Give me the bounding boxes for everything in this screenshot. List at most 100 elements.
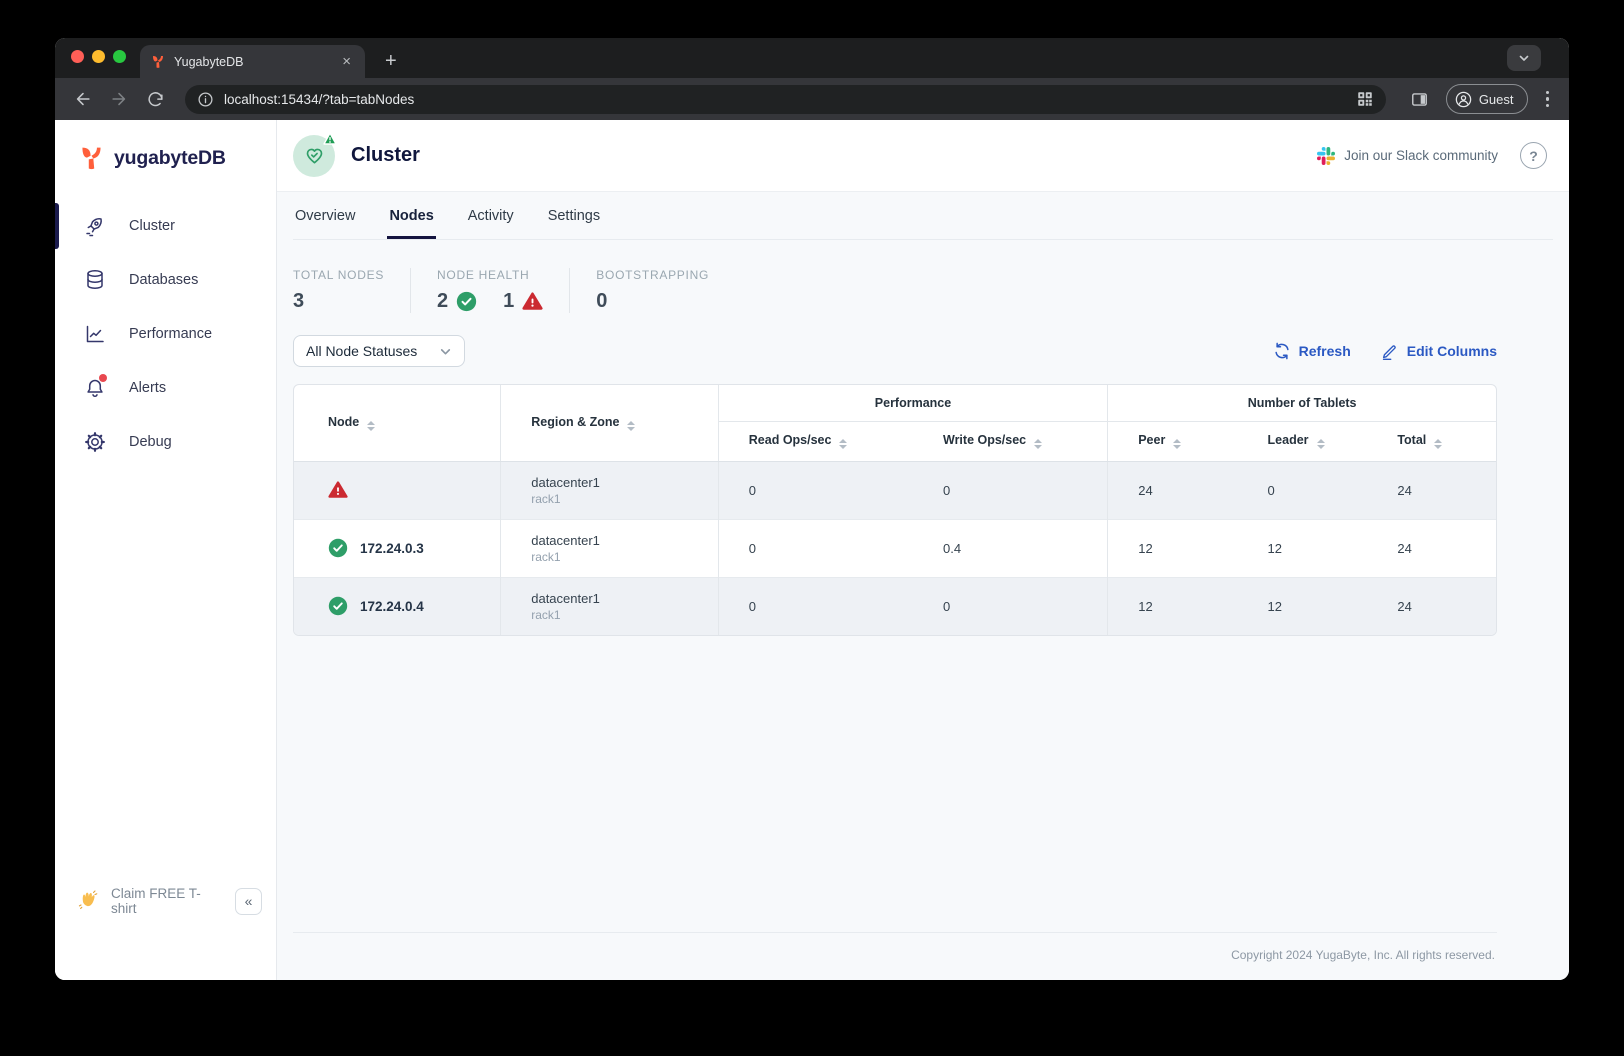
sidebar-collapse-button[interactable]: «: [235, 887, 262, 915]
reload-button[interactable]: [139, 83, 171, 115]
tab-activity[interactable]: Activity: [467, 208, 514, 224]
database-icon: [83, 268, 107, 292]
tab-close-icon[interactable]: ×: [342, 53, 351, 70]
edit-columns-button[interactable]: Edit Columns: [1381, 342, 1497, 360]
region-zone-cell: datacenter1 rack1: [500, 461, 719, 519]
sort-icon: [367, 420, 376, 431]
warning-triangle-green-icon: [322, 131, 338, 152]
main-panel: Cluster Join our Slack community ? Overv…: [277, 120, 1569, 980]
side-panel-icon: [1412, 92, 1428, 106]
qr-code-icon[interactable]: [1356, 90, 1374, 108]
window-controls: [71, 50, 126, 63]
browser-tab[interactable]: YugabyteDB ×: [140, 45, 365, 78]
slack-community-link[interactable]: Join our Slack community: [1317, 146, 1498, 165]
new-tab-button[interactable]: +: [385, 50, 397, 72]
sort-icon: [1034, 438, 1043, 450]
tab-nodes[interactable]: Nodes: [387, 192, 436, 239]
leader-tablets-cell: 0: [1267, 482, 1275, 498]
stat-label: TOTAL NODES: [293, 268, 385, 282]
total-tablets-cell: 24: [1367, 576, 1496, 635]
column-header-total[interactable]: Total: [1367, 421, 1496, 462]
edit-columns-label: Edit Columns: [1406, 343, 1497, 359]
sort-icon: [1316, 438, 1325, 450]
back-button[interactable]: [67, 83, 99, 115]
app-content: yugabyteDB Cluster Databases: [55, 120, 1569, 980]
side-panel-button[interactable]: [1404, 83, 1436, 115]
group-header-tablets: Number of Tablets: [1107, 385, 1496, 422]
column-header-node[interactable]: Node: [294, 385, 501, 462]
minimize-window-button[interactable]: [92, 50, 105, 63]
table-row[interactable]: 172.24.0.4 datacenter1 rack1 0 0 12 12 24: [294, 576, 1496, 635]
forward-button[interactable]: [103, 83, 135, 115]
address-bar[interactable]: localhost:15434/?tab=tabNodes: [185, 84, 1386, 114]
node-name-link[interactable]: 172.24.0.4: [360, 598, 424, 614]
copyright-text: Copyright 2024 YugaByte, Inc. All rights…: [1231, 948, 1495, 962]
gear-icon: [83, 430, 107, 454]
cluster-status-avatar: [293, 132, 337, 177]
help-button[interactable]: ?: [1520, 142, 1547, 169]
heart-check-icon: [306, 148, 322, 164]
sort-icon: [1173, 438, 1182, 450]
url-text: localhost:15434/?tab=tabNodes: [224, 91, 415, 107]
tab-search-button[interactable]: [1507, 45, 1541, 71]
sidebar-item-debug[interactable]: Debug: [55, 415, 276, 469]
write-ops-cell: 0: [943, 482, 951, 498]
unhealthy-count: 1: [503, 290, 515, 312]
chart-icon: [83, 322, 107, 346]
yugabyte-logo-icon: [82, 147, 101, 170]
tab-settings[interactable]: Settings: [547, 208, 601, 224]
column-header-peer[interactable]: Peer: [1107, 421, 1238, 462]
total-tablets-cell: 24: [1397, 482, 1412, 498]
region-zone-cell: datacenter1 rack1: [500, 576, 719, 635]
group-header-performance: Performance: [717, 385, 1108, 422]
waving-hand-icon: [78, 890, 98, 910]
sidebar-item-performance[interactable]: Performance: [55, 307, 276, 361]
node-name-link[interactable]: 172.24.0.3: [360, 540, 424, 556]
sidebar-item-cluster[interactable]: Cluster: [55, 199, 276, 253]
write-ops-cell: 0: [913, 576, 1108, 635]
write-ops-cell: 0.4: [913, 518, 1108, 577]
table-row[interactable]: 172.24.0.3 datacenter1 rack1 0 0.4 12 12 24: [294, 518, 1496, 577]
close-window-button[interactable]: [71, 50, 84, 63]
page-footer: Copyright 2024 YugaByte, Inc. All rights…: [293, 932, 1497, 980]
active-indicator: [55, 203, 59, 249]
stat-label: NODE HEALTH: [437, 268, 530, 282]
brand-logo[interactable]: yugabyteDB: [55, 120, 276, 199]
brand-name: yugabyteDB: [114, 147, 226, 169]
site-info-icon[interactable]: [197, 91, 214, 108]
column-header-write-ops[interactable]: Write Ops/sec: [913, 421, 1108, 462]
claim-tshirt-link[interactable]: Claim FREE T-shirt: [111, 886, 201, 916]
sidebar-item-databases[interactable]: Databases: [55, 253, 276, 307]
column-header-region[interactable]: Region & Zone: [500, 385, 719, 462]
nodes-table-body: datacenter1 rack1 0 0 24 0 24 172.24.0.3 datacen…: [294, 461, 1496, 635]
leader-tablets-cell: 12: [1237, 518, 1368, 577]
column-header-leader[interactable]: Leader: [1237, 421, 1368, 462]
sidebar-item-label: Performance: [129, 326, 213, 342]
sidebar-item-label: Databases: [129, 272, 199, 288]
tab-overview[interactable]: Overview: [295, 208, 356, 224]
read-ops-cell: 0: [717, 461, 913, 519]
sort-icon: [1434, 438, 1443, 450]
table-row[interactable]: datacenter1 rack1 0 0 24 0 24: [294, 461, 1496, 519]
column-header-read-ops[interactable]: Read Ops/sec: [717, 421, 913, 462]
browser-tab-strip: YugabyteDB × +: [55, 38, 1569, 78]
browser-profile-button[interactable]: Guest: [1445, 84, 1528, 114]
browser-tab-title: YugabyteDB: [174, 54, 244, 69]
peer-tablets-cell: 12: [1107, 518, 1238, 577]
help-icon: ?: [1529, 147, 1538, 164]
browser-menu-button[interactable]: [1538, 90, 1558, 108]
read-ops-cell: 0: [717, 576, 913, 635]
nodes-table: Node Region & Zone Performance Number of…: [293, 384, 1497, 636]
refresh-button[interactable]: Refresh: [1273, 342, 1351, 360]
page-title: Cluster: [351, 144, 420, 166]
node-status-dropdown[interactable]: All Node Statuses: [293, 335, 465, 367]
sidebar-item-alerts[interactable]: Alerts: [55, 361, 276, 415]
healthy-count: 2: [437, 290, 449, 312]
filter-row: All Node Statuses Refresh Edit Columns: [277, 335, 1569, 367]
chevron-down-icon: [440, 348, 451, 354]
total-tablets-cell: 24: [1367, 518, 1496, 577]
back-arrow-icon: [76, 92, 90, 106]
rocket-icon: [83, 214, 107, 238]
fullscreen-window-button[interactable]: [113, 50, 126, 63]
